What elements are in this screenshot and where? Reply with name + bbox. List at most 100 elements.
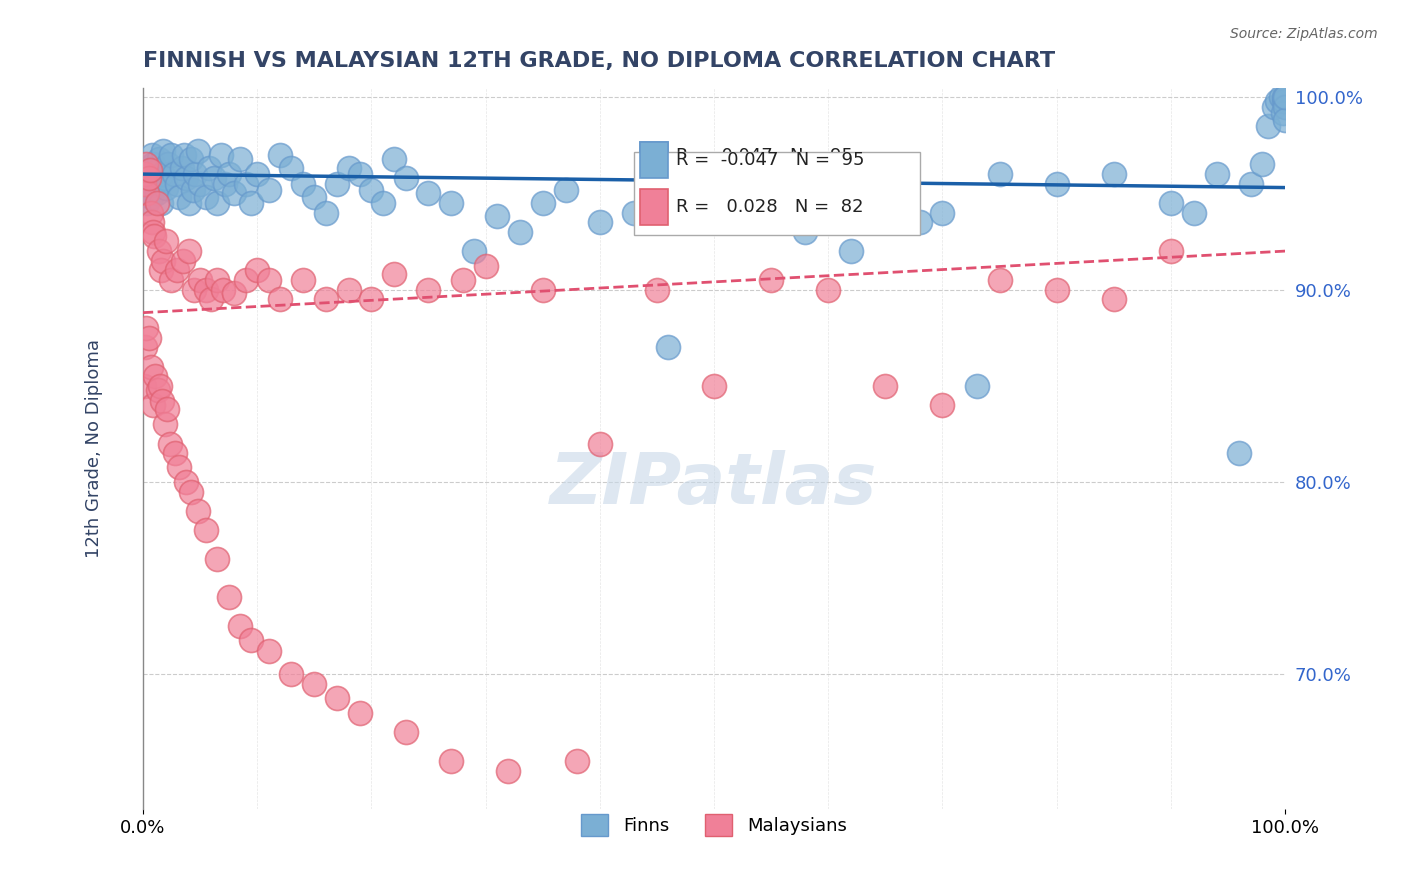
Point — [160, 148, 183, 162]
Point — [1182, 205, 1205, 219]
Point — [240, 632, 263, 647]
FancyBboxPatch shape — [640, 142, 668, 178]
Point — [623, 205, 645, 219]
Point — [246, 263, 269, 277]
Point — [554, 182, 576, 196]
Point — [138, 331, 160, 345]
Point — [173, 148, 195, 162]
Point — [166, 177, 188, 191]
Point — [759, 273, 782, 287]
Point — [159, 436, 181, 450]
Point — [1046, 177, 1069, 191]
Point — [1160, 244, 1182, 258]
Point — [337, 161, 360, 176]
Point — [142, 157, 165, 171]
Point — [748, 196, 770, 211]
Point — [229, 619, 252, 633]
Point — [139, 161, 162, 176]
Point — [150, 263, 173, 277]
Point — [1229, 446, 1251, 460]
Point — [135, 167, 157, 181]
Point — [139, 205, 162, 219]
Point — [280, 667, 302, 681]
Text: R =  -0.047   N =  95: R = -0.047 N = 95 — [676, 151, 865, 169]
Point — [451, 273, 474, 287]
Point — [1274, 113, 1296, 128]
Point — [170, 161, 193, 176]
Point — [326, 690, 349, 705]
FancyBboxPatch shape — [640, 142, 668, 178]
Point — [931, 398, 953, 412]
Point — [485, 210, 508, 224]
Point — [224, 186, 246, 201]
Point — [418, 283, 440, 297]
Point — [1263, 100, 1285, 114]
Point — [394, 725, 416, 739]
Point — [315, 292, 337, 306]
Point — [153, 171, 176, 186]
Point — [703, 378, 725, 392]
Point — [382, 152, 405, 166]
Point — [152, 144, 174, 158]
Text: R = 0.028   N = 82: R = 0.028 N = 82 — [676, 194, 846, 212]
Point — [172, 253, 194, 268]
Point — [257, 644, 280, 658]
Point — [132, 177, 155, 191]
Point — [143, 228, 166, 243]
Point — [240, 196, 263, 211]
Point — [474, 260, 496, 274]
FancyBboxPatch shape — [640, 188, 668, 225]
Point — [229, 152, 252, 166]
Point — [349, 706, 371, 720]
FancyBboxPatch shape — [634, 153, 920, 235]
Point — [198, 161, 221, 176]
Point — [1251, 157, 1274, 171]
Point — [509, 225, 531, 239]
Point — [440, 754, 463, 768]
Point — [794, 225, 817, 239]
Point — [291, 177, 314, 191]
Point — [326, 177, 349, 191]
Point — [180, 484, 202, 499]
Text: Source: ZipAtlas.com: Source: ZipAtlas.com — [1230, 27, 1378, 41]
Point — [135, 321, 157, 335]
Point — [181, 182, 204, 196]
Point — [187, 144, 209, 158]
Point — [1271, 105, 1294, 120]
Point — [156, 401, 179, 416]
Point — [169, 459, 191, 474]
Point — [136, 196, 159, 211]
Point — [163, 167, 186, 181]
Point — [205, 196, 228, 211]
Point — [145, 196, 167, 211]
Point — [194, 523, 217, 537]
Text: FINNISH VS MALAYSIAN 12TH GRADE, NO DIPLOMA CORRELATION CHART: FINNISH VS MALAYSIAN 12TH GRADE, NO DIPL… — [143, 51, 1054, 70]
Point — [150, 394, 173, 409]
Point — [145, 369, 167, 384]
Point — [589, 436, 612, 450]
Point — [153, 417, 176, 432]
Point — [146, 383, 169, 397]
Point — [875, 378, 897, 392]
Point — [394, 171, 416, 186]
Point — [966, 378, 988, 392]
Point — [269, 292, 291, 306]
Point — [184, 167, 207, 181]
Point — [194, 283, 217, 297]
Point — [315, 205, 337, 219]
Point — [132, 378, 155, 392]
Point — [180, 152, 202, 166]
Point — [382, 267, 405, 281]
Point — [134, 182, 156, 196]
Point — [134, 167, 156, 181]
Point — [163, 446, 186, 460]
Point — [304, 677, 326, 691]
Point — [371, 196, 394, 211]
Point — [817, 283, 839, 297]
Point — [149, 378, 172, 392]
Point — [360, 292, 382, 306]
Point — [205, 273, 228, 287]
Point — [149, 177, 172, 191]
Point — [645, 283, 668, 297]
Point — [1270, 90, 1292, 104]
